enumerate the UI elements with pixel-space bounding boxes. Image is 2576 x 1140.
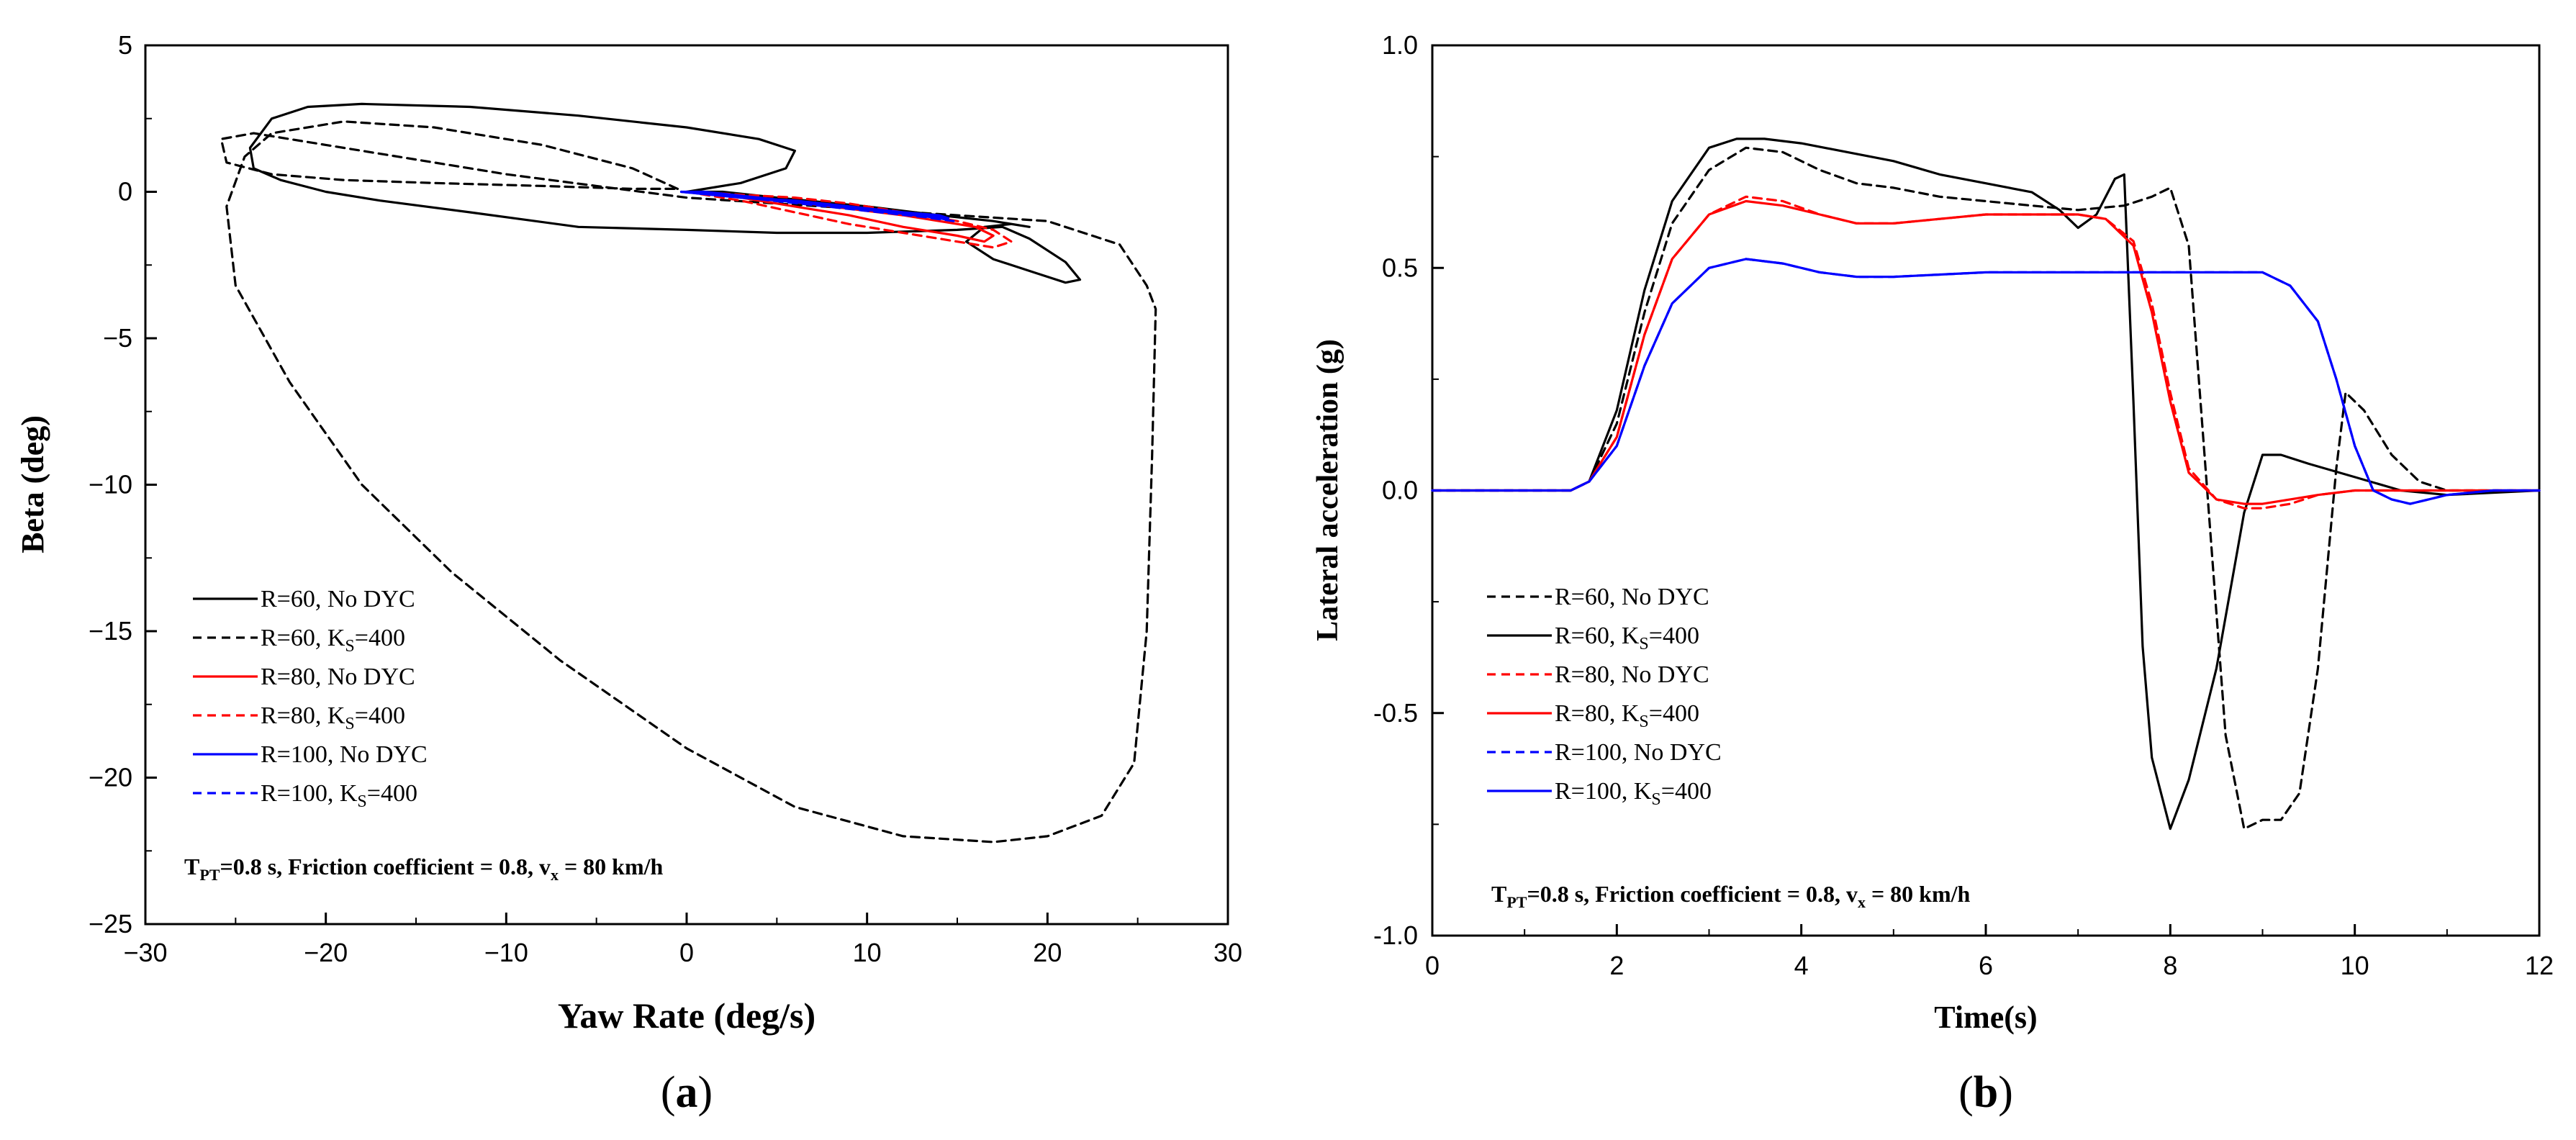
panel-b-series-line-0 — [1431, 146, 2541, 831]
panel-b-x-tick-label: 12 — [2525, 951, 2554, 980]
panel-a-x-tick-label: 10 — [853, 938, 882, 967]
panel-b-x-tick-label: 10 — [2341, 951, 2369, 980]
panel-b-legend-label: R=60, No DYC — [1555, 584, 1709, 610]
panel-b-x-tick-label: 4 — [1794, 951, 1809, 980]
panel-b-y-tick-label: 0.0 — [1382, 476, 1418, 505]
panel-a-x-tick-label: −10 — [484, 938, 528, 967]
panel-a-x-tick-label: 20 — [1033, 938, 1062, 967]
panel-a-x-tick-label: 0 — [679, 938, 694, 967]
panel-a-conditions-note: TPT=0.8 s, Friction coefficient = 0.8, v… — [184, 854, 664, 884]
panel-a-legend-label: R=80, No DYC — [261, 664, 415, 690]
panel-b-legend-label: R=80, No DYC — [1555, 661, 1709, 688]
panel-a-y-tick-label: −20 — [89, 763, 132, 792]
panel-a-series-line-1 — [220, 120, 1157, 843]
panel-a-label: (a) — [661, 1068, 713, 1117]
panel-a-y-axis-title: Beta (deg) — [15, 415, 50, 553]
panel-a-y-tick-label: −25 — [89, 909, 132, 938]
panel-b-legend-label: R=100, No DYC — [1555, 739, 1722, 766]
panel-a-y-tick-label: 0 — [118, 177, 132, 207]
panel-b-series-line-5 — [1431, 258, 2541, 505]
panel-b-legend-label: R=100, KS=400 — [1555, 778, 1712, 809]
panel-a-x-tick-label: −20 — [304, 938, 348, 967]
panel-a-series-line-4 — [679, 190, 950, 220]
panel-a-y-tick-label: −5 — [103, 323, 132, 353]
panel-b-legend-label: R=80, KS=400 — [1555, 700, 1699, 731]
panel-b-y-axis-title: Lateral acceleration (g) — [1311, 339, 1345, 641]
panel-a-legend-label: R=100, No DYC — [261, 741, 428, 768]
panel-a-series-line-3 — [685, 190, 1013, 249]
panel-b-x-tick-label: 8 — [2163, 951, 2177, 980]
panel-b-y-tick-label: 1.0 — [1382, 30, 1418, 60]
panel-a-x-axis-title: Yaw Rate (deg/s) — [558, 995, 815, 1036]
panel-b-x-tick-label: 6 — [1979, 951, 1993, 980]
panel-a-legend-label: R=60, No DYC — [261, 586, 415, 612]
panel-b-label: (b) — [1958, 1068, 2013, 1117]
panel-b-ticks: 0 2 4 6 8 10 12 1.0 0.5 0.0 -0.5 -1.0 — [1373, 30, 2554, 980]
panel-b-series-line-1 — [1431, 137, 2541, 831]
panel-a-ticks: −30 −20 −10 0 10 20 30 5 0 −5 −10 −15 −20 −25 — [89, 30, 1242, 967]
panel-b-x-tick-label: 2 — [1609, 951, 1624, 980]
panel-a-chart: −30 −20 −10 0 10 20 30 5 0 −5 −10 −15 −20 −25 Yaw Rat… — [15, 30, 1242, 1117]
panel-b-series — [1431, 137, 2541, 831]
panel-b-y-tick-label: -0.5 — [1373, 698, 1418, 728]
panel-a-y-tick-label: 5 — [118, 30, 132, 60]
panel-a-legend-label: R=80, KS=400 — [261, 702, 405, 733]
panel-a-y-tick-label: −15 — [89, 616, 132, 646]
panel-a-legend-label: R=60, KS=400 — [261, 625, 405, 656]
panel-b-legend: R=60, No DYC R=60, KS=400 R=80, No DYC R=80… — [1487, 584, 1722, 809]
panel-b-series-line-3 — [1431, 199, 2541, 505]
panel-a-y-tick-label: −10 — [89, 470, 132, 499]
panel-a-series-line-0 — [248, 102, 1082, 284]
panel-b-legend-label: R=60, KS=400 — [1555, 623, 1699, 653]
panel-b-conditions-note: TPT=0.8 s, Friction coefficient = 0.8, v… — [1491, 881, 1971, 911]
panel-a-x-tick-label: −30 — [123, 938, 167, 967]
panel-b-x-axis-title: Time(s) — [1934, 1000, 2037, 1035]
panel-a-series — [220, 102, 1157, 843]
panel-a-series-line-5 — [679, 190, 955, 222]
panel-b-y-tick-label: 0.5 — [1382, 253, 1418, 282]
panel-b-y-tick-label: -1.0 — [1373, 920, 1418, 950]
panel-b-chart: 0 2 4 6 8 10 12 1.0 0.5 0.0 -0.5 -1.0 Time(s) Later… — [1311, 30, 2554, 1117]
panel-a-legend-label: R=100, KS=400 — [261, 780, 417, 811]
panel-b-x-tick-label: 0 — [1425, 951, 1440, 980]
panel-a-x-tick-label: 30 — [1214, 938, 1242, 967]
panel-a-legend: R=60, No DYC R=60, KS=400 R=80, No DYC R=80… — [193, 586, 428, 811]
